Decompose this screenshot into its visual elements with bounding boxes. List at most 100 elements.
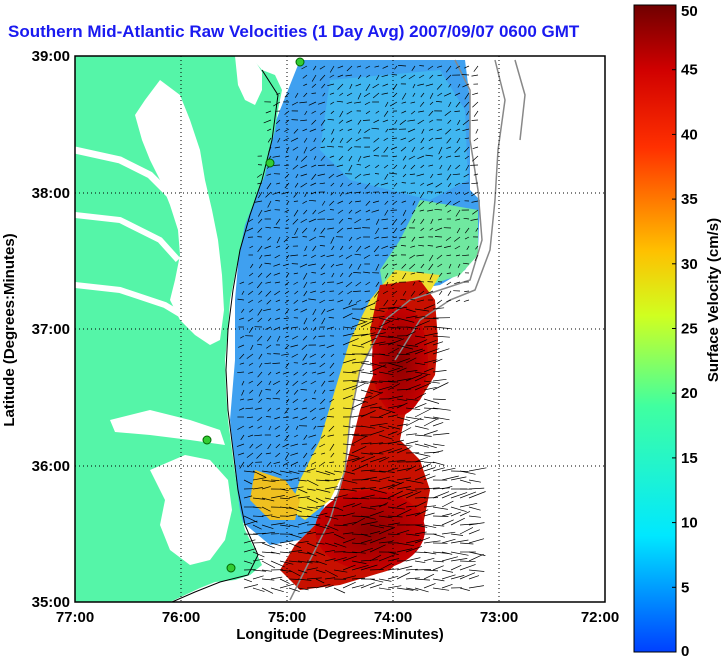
lon-tick-labels: 77:00 76:00 75:00 74:00 73:00 72:00: [56, 609, 619, 626]
velocity-arrow: [329, 398, 335, 403]
velocity-arrow: [387, 347, 400, 355]
velocity-arrow: [401, 92, 407, 100]
velocity-arrow: [400, 227, 407, 232]
velocity-arrow: [446, 281, 452, 286]
velocity-arrow: [276, 92, 281, 96]
velocity-arrow: [423, 359, 438, 364]
velocity-arrow: [306, 515, 321, 519]
velocity-arrow: [266, 344, 272, 349]
velocity-arrow: [471, 200, 479, 203]
lat-tick: 39:00: [32, 48, 70, 65]
velocity-arrow: [252, 551, 265, 558]
velocity-arrow: [288, 506, 302, 513]
velocity-arrow: [378, 321, 391, 328]
velocity-arrow: [441, 538, 456, 544]
velocity-arrow: [295, 155, 299, 161]
y-axis-label: Latitude (Degrees:Minutes): [1, 233, 18, 426]
velocity-arrow: [252, 506, 262, 509]
velocity-arrow: [423, 398, 440, 404]
velocity-arrow: [261, 578, 275, 581]
velocity-arrow: [247, 398, 254, 401]
velocity-arrow: [311, 164, 317, 168]
velocity-arrow: [455, 299, 461, 303]
velocity-arrow: [248, 371, 254, 374]
velocity-arrow: [351, 344, 365, 348]
velocity-arrow: [396, 378, 412, 382]
velocity-arrow: [423, 325, 437, 328]
velocity-arrow: [369, 406, 382, 409]
velocity-arrow: [301, 299, 308, 303]
velocity-arrow: [374, 299, 380, 303]
velocity-arrow: [346, 65, 353, 72]
velocity-arrow: [360, 533, 372, 538]
velocity-arrow: [462, 262, 470, 265]
velocity-arrow: [297, 587, 309, 591]
velocity-arrow: [315, 560, 327, 566]
velocity-arrow: [445, 128, 452, 135]
velocity-arrow: [329, 92, 335, 95]
velocity-arrow: [365, 281, 371, 286]
velocity-arrow: [319, 74, 326, 81]
velocity-arrow: [301, 380, 308, 385]
velocity-arrow: [330, 110, 335, 114]
velocity-arrow: [466, 245, 470, 250]
velocity-arrow: [243, 560, 253, 564]
velocity-arrow: [366, 74, 371, 78]
velocity-arrow: [365, 110, 371, 115]
chesapeake-bay: [135, 80, 224, 345]
velocity-arrow: [311, 119, 317, 125]
velocity-arrow: [320, 263, 326, 270]
velocity-arrow: [322, 92, 326, 97]
velocity-arrow: [465, 164, 470, 171]
velocity-arrow: [365, 65, 371, 69]
velocity-arrow: [364, 164, 371, 169]
velocity-arrow: [428, 110, 434, 117]
velocity-arrow: [311, 272, 317, 274]
velocity-arrow: [441, 519, 454, 526]
velocity-arrow: [407, 128, 416, 133]
velocity-arrow: [308, 218, 317, 223]
velocity-arrow: [450, 470, 469, 472]
velocity-arrow: [339, 137, 344, 143]
velocity-arrow: [369, 389, 383, 394]
velocity-arrow: [313, 335, 317, 340]
velocity-arrow: [294, 434, 299, 438]
velocity-arrow: [369, 452, 384, 455]
velocity-arrow: [261, 531, 276, 535]
velocity-arrow: [356, 65, 362, 68]
velocity-arrow: [437, 74, 443, 77]
velocity-arrow: [434, 208, 443, 211]
velocity-arrow: [256, 281, 263, 289]
velocity-arrow: [464, 137, 470, 140]
velocity-arrow: [356, 236, 362, 240]
velocity-arrow: [303, 92, 308, 98]
velocity-arrow: [261, 506, 271, 512]
velocity-arrow: [364, 128, 371, 133]
velocity-arrow: [292, 146, 299, 151]
velocity-arrow: [346, 92, 353, 97]
velocity-arrow: [459, 470, 476, 475]
velocity-arrow: [297, 521, 309, 526]
velocity-arrow: [286, 254, 290, 260]
velocity-arrow: [301, 227, 308, 234]
velocity-arrow: [284, 209, 290, 213]
velocity-arrow: [463, 217, 470, 220]
velocity-arrow: [418, 200, 425, 207]
velocity-arrow: [463, 191, 470, 196]
velocity-arrow: [387, 481, 404, 490]
velocity-arrow: [248, 272, 254, 277]
velocity-arrow: [419, 191, 425, 199]
velocity-arrow: [252, 558, 264, 562]
velocity-arrow: [241, 380, 245, 386]
velocity-arrow: [351, 502, 362, 508]
velocity-arrow: [336, 173, 344, 178]
velocity-arrow: [284, 299, 290, 304]
velocity-arrow: [264, 245, 272, 249]
velocity-arrow: [302, 353, 308, 361]
velocity-arrow: [365, 299, 371, 303]
velocity-arrow: [423, 540, 441, 544]
velocity-arrow: [396, 402, 408, 409]
velocity-arrow: [306, 497, 318, 504]
velocity-arrow: [447, 164, 452, 171]
velocity-arrow: [432, 515, 449, 517]
